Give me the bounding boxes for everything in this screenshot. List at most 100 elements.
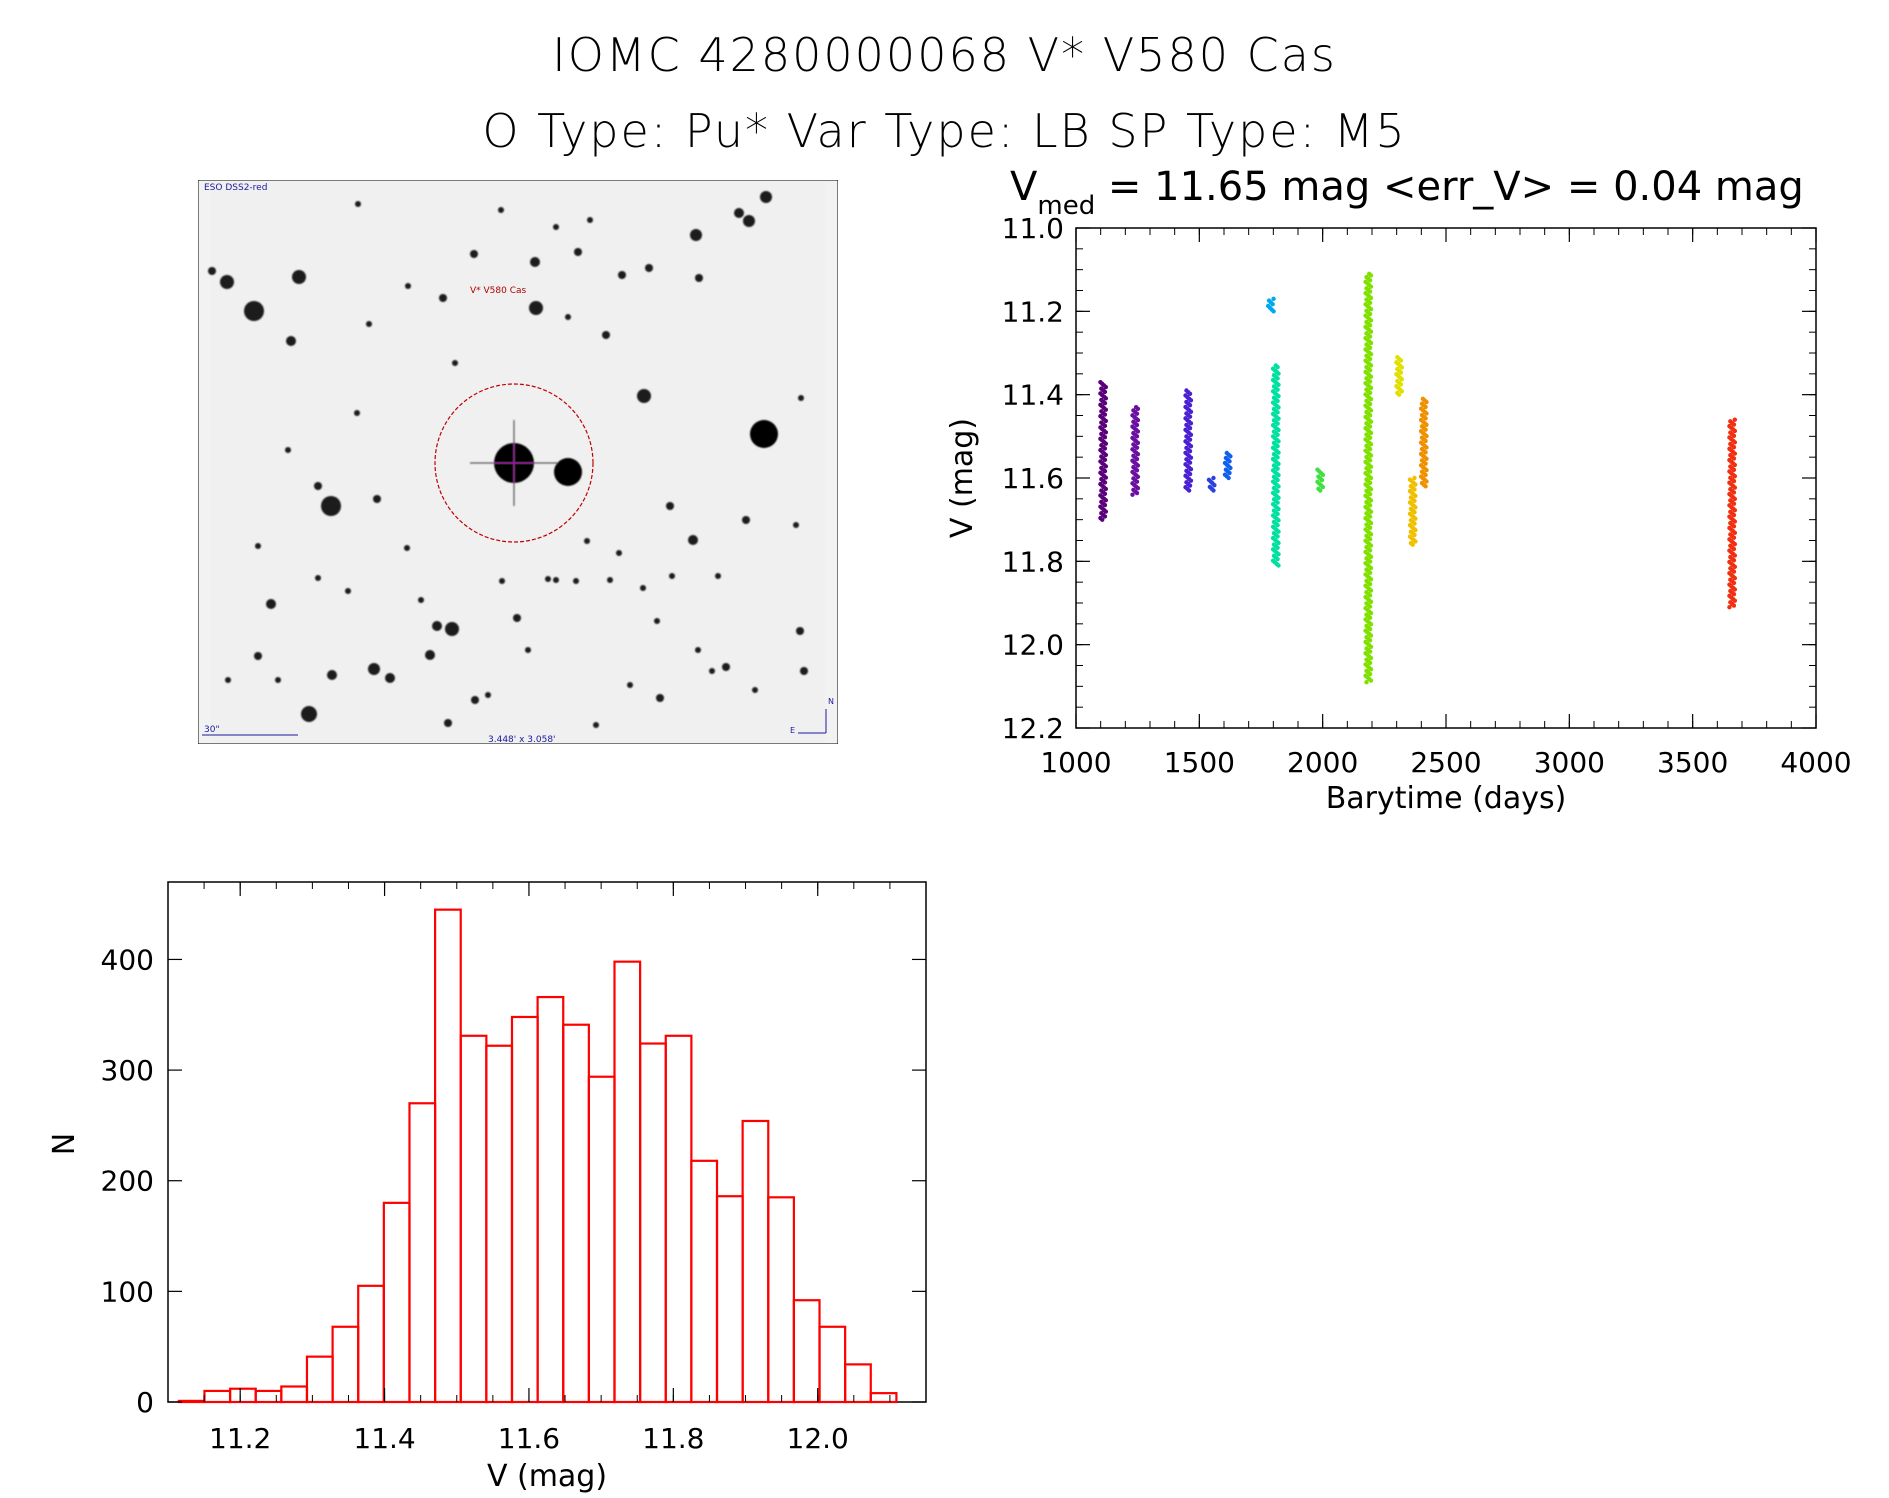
light-curve-point — [1276, 461, 1281, 467]
star — [529, 301, 543, 315]
light-curve-point — [1187, 391, 1193, 396]
star — [425, 650, 435, 660]
light-curve-title: Vmed = 11.65 mag <err_V> = 0.04 mag — [1010, 170, 1804, 221]
histogram-xtick-label: 11.6 — [498, 1422, 560, 1455]
light-curve-point — [1276, 371, 1281, 376]
light-curve-point — [1367, 469, 1373, 474]
light-curve-point — [1276, 393, 1281, 399]
light-curve-xtick-label: 2500 — [1410, 746, 1481, 779]
light-curve-series — [1363, 271, 1374, 685]
star — [545, 576, 551, 582]
light-curve-point — [1364, 679, 1369, 685]
light-curve-point — [1368, 430, 1374, 436]
light-curve-point — [1134, 456, 1140, 462]
light-curve-point — [1102, 491, 1108, 496]
star — [602, 331, 610, 339]
star — [637, 389, 651, 403]
light-curve-point — [1367, 435, 1373, 441]
histogram-bar — [767, 1196, 795, 1404]
light-curve-point — [1188, 398, 1194, 403]
histogram-svg: 11.2 11.4 11.6 11.8 12.0 0 100 200 300 400 V (mag… — [47, 881, 927, 1494]
light-curve-point — [1368, 374, 1374, 379]
light-curve-point — [1368, 667, 1374, 672]
light-curve-point — [1102, 480, 1108, 485]
light-curve-point — [1368, 487, 1374, 492]
histogram-plot-area — [167, 881, 927, 1403]
light-curve-point — [1398, 370, 1404, 375]
light-curve-point — [1367, 660, 1373, 666]
light-curve-point — [1731, 478, 1737, 484]
star — [366, 321, 372, 327]
light-curve-point — [1368, 397, 1374, 402]
light-curve-xtick-label: 3500 — [1657, 746, 1728, 779]
light-curve-point — [1367, 289, 1373, 294]
light-curve-point — [1368, 610, 1374, 616]
survey-label: ESO DSS2-red — [204, 183, 267, 193]
histogram-xtick-label: 11.2 — [209, 1422, 271, 1455]
light-curve-point — [1187, 471, 1193, 477]
light-curve-point — [1368, 385, 1374, 391]
light-curve-point — [1412, 475, 1417, 481]
star — [345, 588, 351, 594]
light-curve-point — [1368, 453, 1374, 458]
star — [553, 224, 559, 230]
star — [373, 495, 381, 503]
light-curve-point — [1732, 541, 1738, 547]
star — [750, 420, 778, 448]
light-curve-point — [1103, 452, 1109, 458]
light-curve-point — [1732, 507, 1738, 513]
light-curve-svg: Vmed = 11.65 mag <err_V> = 0.04 mag 1000… — [945, 164, 1852, 816]
light-curve-point — [1368, 678, 1374, 683]
histogram-bar — [382, 1201, 411, 1404]
light-curve-point — [1396, 392, 1402, 397]
light-curve-point — [1732, 428, 1738, 434]
light-curve-point — [1276, 563, 1281, 568]
page-subtitle: O Type: Pu* Var Type: LB SP Type: M5 — [482, 104, 1407, 158]
light-curve-point — [1367, 334, 1373, 339]
histogram-ytick-label: 300 — [101, 1054, 154, 1087]
histogram-ticks: 11.2 11.4 11.6 11.8 12.0 0 100 200 300 400 — [101, 882, 926, 1455]
light-curve-point — [1732, 496, 1738, 502]
light-curve-point — [1731, 603, 1737, 608]
light-curve-point — [1275, 556, 1280, 562]
light-curve-point — [1275, 387, 1280, 392]
light-curve-point — [1103, 407, 1109, 412]
light-curve-point — [1367, 604, 1373, 609]
light-curve-point — [1367, 570, 1373, 576]
light-curve-point — [1135, 474, 1141, 480]
light-curve-point — [1187, 403, 1193, 408]
histogram-bar — [741, 1119, 770, 1404]
light-curve-point — [1398, 382, 1404, 387]
star — [722, 663, 730, 671]
light-curve-point — [1276, 495, 1281, 500]
light-curve-ytick-label: 11.0 — [1002, 212, 1064, 245]
histogram-xtick-label: 12.0 — [787, 1422, 849, 1455]
light-curve-point — [1368, 577, 1374, 582]
light-curve-point — [1102, 389, 1108, 395]
light-curve-point — [1275, 364, 1280, 370]
light-curve-point — [1186, 488, 1192, 493]
light-curve-point — [1134, 434, 1140, 439]
light-curve-point — [1187, 448, 1193, 454]
light-curve-point — [1424, 445, 1429, 450]
light-curve-chart: Vmed = 11.65 mag <err_V> = 0.04 mag 1000… — [940, 164, 1880, 830]
light-curve-point — [1368, 408, 1374, 413]
light-curve-point — [1731, 433, 1737, 439]
star — [418, 597, 424, 603]
light-curve-point — [1424, 399, 1429, 405]
light-curve-point — [1275, 545, 1280, 550]
light-curve-point — [1276, 506, 1281, 512]
light-curve-point — [1367, 548, 1373, 553]
light-curve-point — [1399, 377, 1405, 382]
star — [452, 360, 458, 366]
star — [752, 687, 758, 693]
light-curve-series — [1394, 354, 1405, 397]
star — [669, 573, 675, 579]
fov-label: 3.448' x 3.058' — [488, 735, 556, 744]
light-curve-xtick-label: 4000 — [1780, 746, 1851, 779]
light-curve-point — [1188, 409, 1194, 415]
light-curve-point — [1368, 655, 1374, 661]
star — [445, 622, 459, 636]
target-circle — [434, 383, 594, 543]
light-curve-series — [1315, 467, 1326, 493]
